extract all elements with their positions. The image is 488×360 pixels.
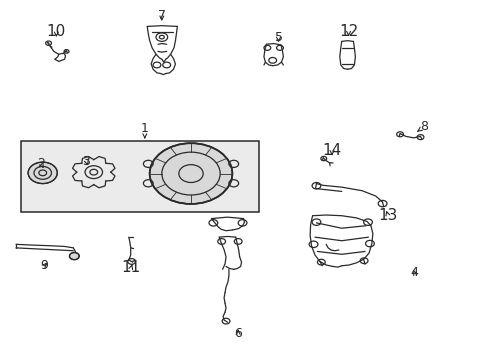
Text: 3: 3	[82, 154, 90, 167]
Circle shape	[28, 162, 57, 184]
Text: 8: 8	[417, 120, 427, 133]
FancyBboxPatch shape	[21, 141, 259, 212]
Text: 10: 10	[47, 24, 66, 39]
Text: 1: 1	[141, 122, 148, 138]
Circle shape	[149, 143, 232, 204]
Text: 6: 6	[234, 327, 242, 340]
Text: 5: 5	[274, 31, 282, 44]
Text: 9: 9	[40, 259, 48, 272]
Circle shape	[69, 252, 79, 260]
Text: 4: 4	[410, 266, 418, 279]
Text: 2: 2	[37, 157, 45, 170]
Text: 12: 12	[338, 24, 357, 39]
Text: 13: 13	[378, 208, 397, 223]
Text: 14: 14	[322, 143, 341, 158]
Text: 7: 7	[158, 9, 165, 22]
Text: 11: 11	[122, 260, 141, 275]
